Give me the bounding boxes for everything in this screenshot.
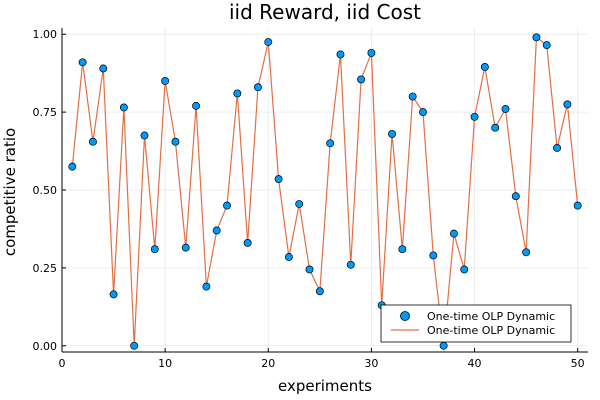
data-point <box>563 100 572 109</box>
y-axis-title: competitive ratio <box>1 128 19 256</box>
data-point <box>491 123 500 132</box>
data-point <box>274 175 283 184</box>
x-tick-label: 0 <box>59 357 66 370</box>
data-point <box>336 50 345 59</box>
data-point <box>470 112 479 121</box>
data-point <box>408 92 417 101</box>
data-point <box>181 243 190 252</box>
data-point <box>171 137 180 146</box>
data-point <box>223 201 231 210</box>
data-point <box>130 341 139 350</box>
data-point <box>99 64 108 73</box>
legend-label-line: One-time OLP Dynamic <box>427 324 555 337</box>
data-point <box>326 139 335 148</box>
x-tick-label: 30 <box>364 357 378 370</box>
data-point <box>140 131 149 140</box>
series-line <box>71 36 579 346</box>
data-point <box>419 108 427 117</box>
x-tick-label: 20 <box>261 357 275 370</box>
y-tick-label: 0.75 <box>33 106 58 119</box>
x-tick-label: 50 <box>571 357 585 370</box>
data-point <box>346 260 355 269</box>
data-point <box>398 245 407 254</box>
y-tick-label: 0.25 <box>33 262 58 275</box>
data-point <box>68 162 77 171</box>
series-layer <box>68 33 582 350</box>
data-point <box>429 251 438 260</box>
data-point <box>161 77 170 85</box>
data-point <box>119 103 128 112</box>
data-point <box>78 58 87 67</box>
data-point <box>109 290 118 299</box>
data-point <box>367 48 376 57</box>
data-point <box>480 62 489 71</box>
legend-label-scatter: One-time OLP Dynamic <box>427 310 555 323</box>
data-point <box>573 201 582 210</box>
x-tick-label: 10 <box>158 357 172 370</box>
y-tick-label: 0.50 <box>33 184 58 197</box>
data-point <box>315 287 324 296</box>
data-point <box>511 192 520 201</box>
legend-marker-scatter <box>400 311 410 321</box>
data-point <box>501 105 510 113</box>
data-point <box>305 265 314 274</box>
data-point <box>532 33 541 42</box>
data-point <box>150 245 159 254</box>
data-point <box>284 253 293 261</box>
data-point <box>388 129 396 138</box>
data-point <box>553 143 562 152</box>
x-tick-label: 40 <box>468 357 482 370</box>
data-point <box>88 137 97 146</box>
data-point <box>460 265 469 274</box>
y-tick-label: 0.00 <box>33 340 58 353</box>
data-point <box>254 83 262 92</box>
legend-box <box>380 304 572 343</box>
data-point <box>439 341 448 350</box>
data-point <box>522 248 531 257</box>
data-point <box>212 226 221 235</box>
chart-title: iid Reward, iid Cost <box>229 0 421 24</box>
data-point <box>233 89 242 98</box>
data-point <box>542 41 551 50</box>
data-point <box>357 75 366 84</box>
x-axis-title: experiments <box>278 377 372 395</box>
legend: One-time OLP Dynamic One-time OLP Dynami… <box>380 304 572 343</box>
ticks-layer: 0 10 20 30 40 50 0.00 0.25 0.50 0.75 1.00 <box>33 28 585 370</box>
data-point <box>295 200 304 208</box>
data-point <box>243 239 252 247</box>
data-point <box>264 38 273 46</box>
data-point <box>449 229 458 238</box>
y-tick-label: 1.00 <box>33 28 58 41</box>
data-point <box>202 282 211 291</box>
data-point <box>192 101 201 110</box>
